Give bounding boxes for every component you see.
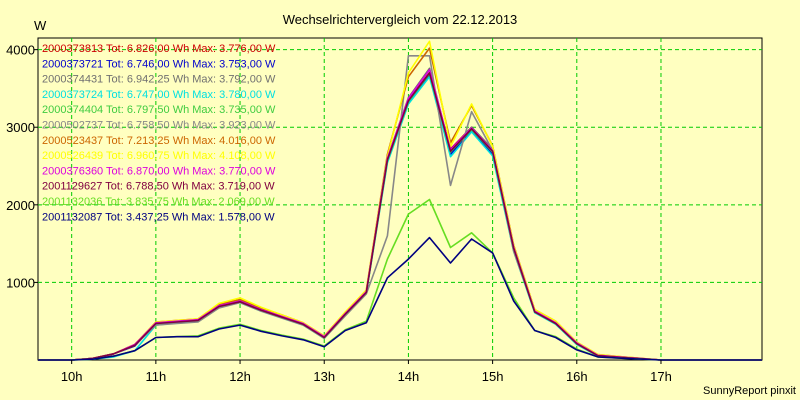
series-line-2001132087 (38, 236, 762, 361)
legend-entry-2000526439: 2000526439 Tot: 6.960,75 Wh Max: 4.108,0… (42, 150, 276, 162)
y-axis-label: W (34, 18, 47, 33)
legend-entry-2000502737: 2000502737 Tot: 6.758,50 Wh Max: 3.923,0… (42, 120, 276, 132)
chart-title: Wechselrichtervergleich vom 22.12.2013 (283, 12, 518, 27)
footer-credit: SunnyReport pinxit (703, 385, 796, 397)
legend-entry-2000373721: 2000373721 Tot: 6.746,00 Wh Max: 3.753,0… (42, 58, 276, 70)
x-axis: 10h 11h 12h 13h 14h 15h 16h 17h (61, 360, 672, 384)
x-tick-label: 11h (145, 369, 166, 384)
y-tick-label: 4000 (6, 43, 35, 58)
x-tick-label: 17h (650, 369, 672, 384)
x-tick-label: 10h (61, 369, 83, 384)
plot-area (37, 37, 763, 361)
y-tick-label: 1000 (6, 275, 35, 290)
x-tick-label: 13h (313, 369, 335, 384)
x-tick-label: 14h (398, 369, 420, 384)
y-tick-label: 2000 (6, 198, 35, 213)
x-tick-label: 16h (566, 369, 588, 384)
legend-entry-2001129627: 2001129627 Tot: 6.788,50 Wh Max: 3.719,0… (42, 181, 275, 193)
legend-entry-2000373724: 2000373724 Tot: 6.747,00 Wh Max: 3.780,0… (42, 89, 276, 101)
x-tick-label: 12h (229, 369, 251, 384)
y-axis: 1000 2000 3000 4000 (6, 43, 38, 290)
grid (38, 38, 762, 360)
series-lines (38, 40, 762, 361)
x-tick-label: 15h (482, 369, 504, 384)
legend: 2000373813 Tot: 6.826,00 Wh Max: 3.776,0… (42, 43, 276, 223)
legend-entry-2001132087: 2001132087 Tot: 3.437,25 Wh Max: 1.578,0… (42, 211, 275, 223)
legend-entry-2000373813: 2000373813 Tot: 6.826,00 Wh Max: 3.776,0… (42, 43, 276, 55)
y-tick-label: 3000 (6, 120, 35, 135)
legend-entry-2000523437: 2000523437 Tot: 7.213,25 Wh Max: 4.016,0… (42, 135, 276, 147)
legend-entry-2000374431: 2000374431 Tot: 6.942,25 Wh Max: 3.792,0… (42, 74, 276, 86)
legend-entry-2000374404: 2000374404 Tot: 6.797,50 Wh Max: 3.735,0… (42, 104, 276, 116)
legend-entry-2000376360: 2000376360 Tot: 6.870,00 Wh Max: 3.770,0… (42, 165, 276, 177)
series-line-2001129627 (38, 72, 762, 361)
legend-entry-2001132036: 2001132036 Tot: 3.835,75 Wh Max: 2.069,0… (42, 196, 275, 208)
